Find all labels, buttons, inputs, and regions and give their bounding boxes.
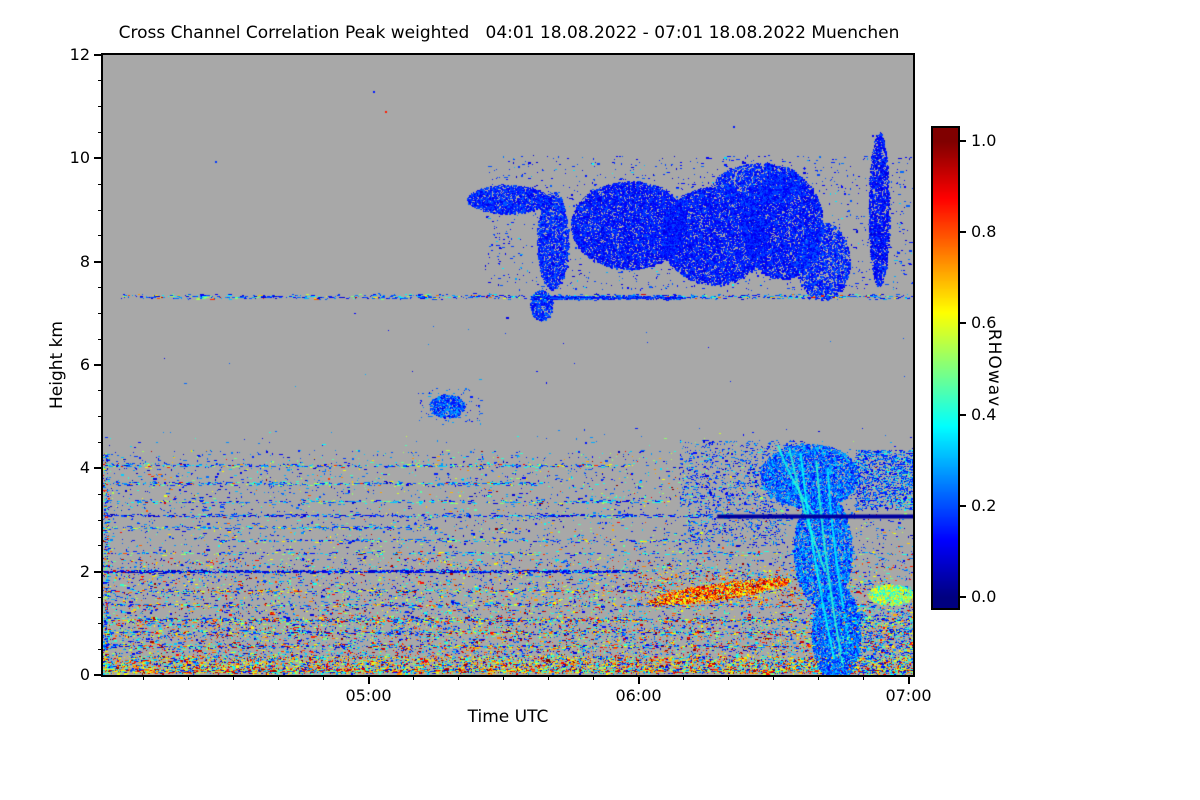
y-minor-tick-mark [98, 132, 103, 133]
y-tick-label: 6 [79, 355, 90, 374]
x-minor-tick-mark [143, 675, 144, 680]
x-minor-tick-mark [188, 675, 189, 680]
chart-title: Cross Channel Correlation Peak weighted … [118, 23, 900, 43]
y-minor-tick-mark [98, 312, 103, 314]
y-minor-tick-mark [98, 183, 103, 185]
x-minor-tick-mark [863, 675, 864, 680]
y-tick-mark [94, 157, 103, 160]
y-minor-tick-mark [98, 390, 103, 392]
y-tick-label: 12 [69, 45, 90, 64]
colorbar-tick-label: 0.4 [971, 404, 997, 424]
y-minor-tick-mark [98, 493, 103, 495]
colorbar-tick-label: 1.0 [971, 131, 997, 150]
x-minor-tick-mark [593, 675, 594, 680]
y-minor-tick-mark [98, 622, 103, 624]
x-minor-tick-mark [683, 675, 684, 680]
colorbar-tick-mark [960, 231, 966, 234]
x-tick-label: 07:00 [885, 686, 932, 705]
colorbar-tick-mark [960, 504, 966, 507]
y-minor-tick-mark [98, 80, 103, 82]
y-minor-tick-mark [98, 106, 103, 108]
colorbar-tick-mark [960, 596, 966, 598]
y-tick-label: 8 [79, 251, 90, 271]
y-tick-label: 4 [79, 458, 90, 478]
x-minor-tick-mark [413, 675, 414, 680]
colorbar-tick-label: 0.6 [971, 313, 997, 333]
y-minor-tick-mark [98, 545, 103, 547]
x-tick-mark [367, 675, 370, 684]
y-minor-tick-mark [98, 235, 103, 237]
y-minor-tick-mark [98, 209, 103, 211]
y-tick-label: 0 [79, 665, 90, 684]
y-tick-mark [94, 570, 103, 573]
y-minor-tick-mark [98, 519, 103, 521]
y-tick-mark [94, 54, 103, 56]
y-tick-label: 10 [69, 148, 90, 168]
y-minor-tick-mark [98, 648, 103, 650]
colorbar-tick-label: 0.0 [971, 587, 997, 606]
colorbar-tick-mark [960, 140, 966, 142]
colorbar-title: RHOwav [984, 328, 1004, 408]
y-minor-tick-mark [98, 597, 103, 598]
y-tick-mark [94, 674, 103, 676]
x-axis-label: Time UTC [467, 707, 549, 727]
y-tick-label: 2 [79, 561, 90, 581]
colorbar-tick-mark [960, 413, 966, 416]
heatmap-canvas [103, 55, 913, 675]
y-minor-tick-mark [98, 338, 103, 340]
colorbar-tick-mark [960, 322, 966, 325]
x-minor-tick-mark [818, 675, 819, 680]
x-minor-tick-mark [773, 675, 774, 680]
y-minor-tick-mark [98, 416, 103, 418]
x-minor-tick-mark [323, 675, 324, 680]
x-tick-mark [907, 675, 910, 684]
x-minor-tick-mark [458, 675, 459, 680]
colorbar-tick-label: 0.2 [971, 495, 997, 515]
x-minor-tick-mark [548, 675, 549, 680]
colorbar-tick-label: 0.8 [971, 222, 997, 242]
y-minor-tick-mark [98, 442, 103, 443]
y-tick-mark [94, 364, 103, 366]
y-tick-mark [94, 467, 103, 470]
colorbar-gradient [933, 128, 958, 608]
x-minor-tick-mark [233, 675, 234, 680]
x-minor-tick-mark [278, 675, 279, 680]
y-tick-mark [94, 260, 103, 263]
x-tick-mark [637, 675, 640, 684]
y-minor-tick-mark [98, 287, 103, 288]
x-minor-tick-mark [728, 675, 729, 680]
x-tick-label: 05:00 [345, 686, 392, 705]
x-tick-label: 06:00 [615, 686, 662, 705]
x-minor-tick-mark [503, 675, 504, 680]
